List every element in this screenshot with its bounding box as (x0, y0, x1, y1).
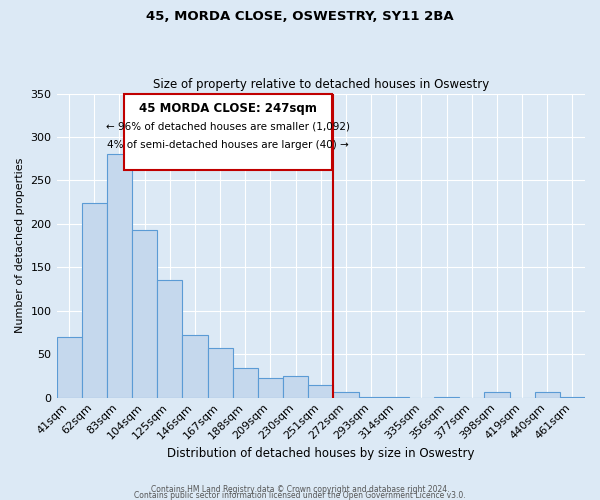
FancyBboxPatch shape (124, 94, 332, 170)
Bar (383, 396, 409, 398)
Bar (208, 348, 233, 398)
Bar (484, 392, 509, 398)
Bar (434, 396, 459, 398)
Bar (56, 337, 82, 398)
Bar (535, 392, 560, 398)
Bar (283, 376, 308, 398)
Title: Size of property relative to detached houses in Oswestry: Size of property relative to detached ho… (152, 78, 489, 91)
Text: 45 MORDA CLOSE: 247sqm: 45 MORDA CLOSE: 247sqm (139, 102, 317, 115)
Bar (182, 335, 208, 398)
Y-axis label: Number of detached properties: Number of detached properties (15, 158, 25, 334)
Text: Contains public sector information licensed under the Open Government Licence v3: Contains public sector information licen… (134, 490, 466, 500)
Bar (308, 384, 334, 398)
Bar (334, 392, 359, 398)
Text: 4% of semi-detached houses are larger (40) →: 4% of semi-detached houses are larger (4… (107, 140, 349, 150)
Bar (258, 378, 283, 398)
Bar (82, 203, 107, 398)
Text: Contains HM Land Registry data © Crown copyright and database right 2024.: Contains HM Land Registry data © Crown c… (151, 484, 449, 494)
Bar (359, 396, 383, 398)
Bar (233, 368, 258, 398)
Text: ← 96% of detached houses are smaller (1,092): ← 96% of detached houses are smaller (1,… (106, 122, 350, 132)
Text: 45, MORDA CLOSE, OSWESTRY, SY11 2BA: 45, MORDA CLOSE, OSWESTRY, SY11 2BA (146, 10, 454, 23)
Bar (560, 396, 585, 398)
Bar (157, 280, 182, 398)
Bar (107, 154, 132, 398)
X-axis label: Distribution of detached houses by size in Oswestry: Distribution of detached houses by size … (167, 447, 475, 460)
Bar (132, 230, 157, 398)
